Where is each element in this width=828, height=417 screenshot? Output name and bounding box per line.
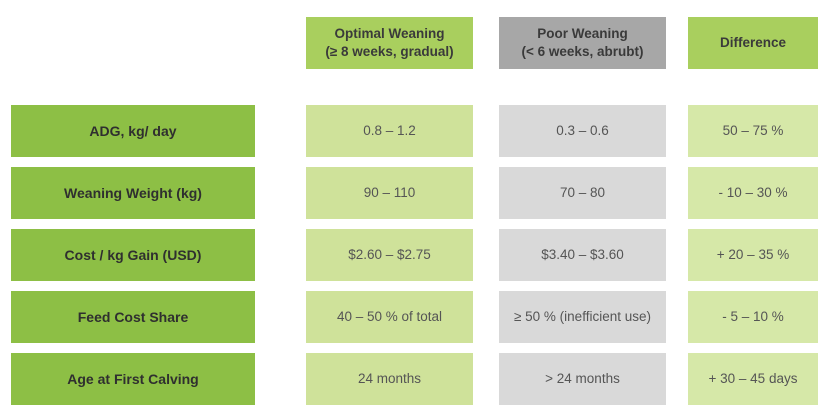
header-difference: Difference	[688, 17, 818, 69]
row-label-cost-per-kg-gain: Cost / kg Gain (USD)	[11, 229, 255, 281]
cell-poor-feed-cost-share: ≥ 50 % (inefficient use)	[499, 291, 666, 343]
cell-optimal-adg: 0.8 – 1.2	[306, 105, 473, 157]
cell-poor-weaning-weight: 70 – 80	[499, 167, 666, 219]
row-label-feed-cost-share: Feed Cost Share	[11, 291, 255, 343]
header-poor-subtitle: (< 6 weeks, abrubt)	[521, 44, 644, 59]
cell-optimal-weaning-weight: 90 – 110	[306, 167, 473, 219]
cell-difference-feed-cost-share: - 5 – 10 %	[688, 291, 818, 343]
row-label-age-at-first-calving: Age at First Calving	[11, 353, 255, 405]
row-label-adg: ADG, kg/ day	[11, 105, 255, 157]
cell-optimal-age-at-first-calving: 24 months	[306, 353, 473, 405]
cell-optimal-cost-per-kg-gain: $2.60 – $2.75	[306, 229, 473, 281]
cell-poor-age-at-first-calving: > 24 months	[499, 353, 666, 405]
cell-difference-weaning-weight: - 10 – 30 %	[688, 167, 818, 219]
cell-poor-adg: 0.3 – 0.6	[499, 105, 666, 157]
header-optimal-subtitle: (≥ 8 weeks, gradual)	[325, 44, 454, 59]
header-optimal-title: Optimal Weaning	[334, 26, 445, 42]
cell-poor-cost-per-kg-gain: $3.40 – $3.60	[499, 229, 666, 281]
header-poor-title: Poor Weaning	[537, 26, 628, 42]
row-label-weaning-weight: Weaning Weight (kg)	[11, 167, 255, 219]
cell-difference-adg: 50 – 75 %	[688, 105, 818, 157]
header-poor-weaning: Poor Weaning (< 6 weeks, abrubt)	[499, 17, 666, 69]
cell-optimal-feed-cost-share: 40 – 50 % of total	[306, 291, 473, 343]
header-difference-label: Difference	[719, 35, 787, 51]
cell-difference-age-at-first-calving: + 30 – 45 days	[688, 353, 818, 405]
header-optimal-weaning: Optimal Weaning (≥ 8 weeks, gradual)	[306, 17, 473, 69]
cell-difference-cost-per-kg-gain: + 20 – 35 %	[688, 229, 818, 281]
